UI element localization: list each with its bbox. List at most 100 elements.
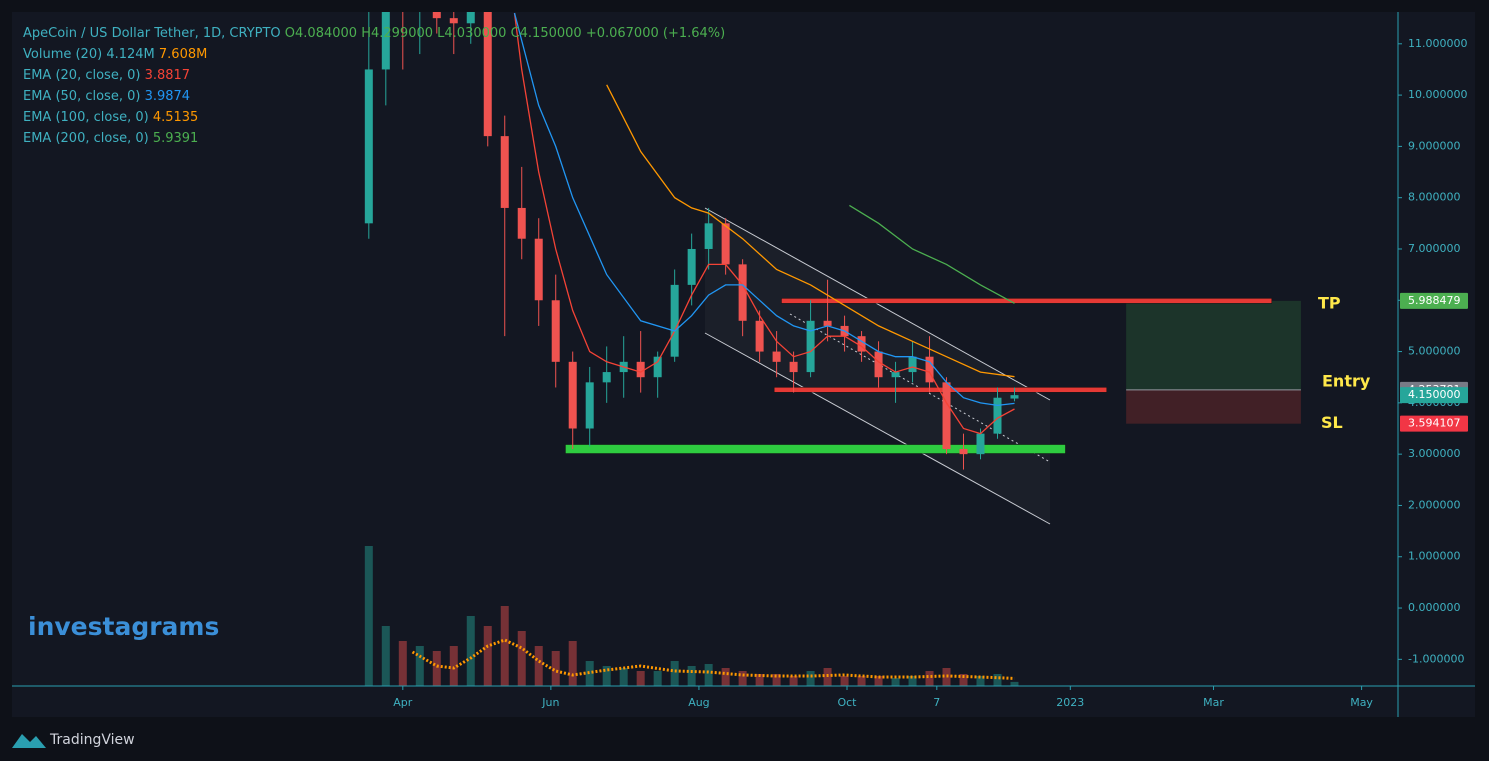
legend-row: EMA (20, close, 0) 3.8817 <box>23 68 190 83</box>
volume-bar <box>959 674 968 686</box>
tp-price-tag-bg <box>1400 292 1468 309</box>
last-price-tag-bg <box>1400 387 1468 404</box>
volume-bar <box>670 661 679 686</box>
candle-body <box>687 248 696 285</box>
candle-body <box>925 356 934 383</box>
tradingview-logo: TradingView <box>12 732 135 748</box>
legend-value: 3.8817 <box>145 68 191 83</box>
candle-body <box>908 356 917 373</box>
y-tick-label: -1.000000 <box>1408 652 1464 665</box>
candle-body <box>381 12 390 70</box>
entry-label: Entry <box>1322 371 1371 390</box>
volume-bar <box>704 664 713 686</box>
y-tick-label: 2.000000 <box>1408 498 1461 511</box>
y-tick-label: 5.000000 <box>1408 345 1461 358</box>
tp-price-tag: 5.988479 <box>1408 294 1461 307</box>
candle-body <box>399 0 407 3</box>
volume-bar <box>415 646 424 686</box>
ohlc-close: C4.150000 <box>511 26 582 41</box>
candle-body <box>568 361 577 429</box>
y-tick-label: 7.000000 <box>1408 242 1461 255</box>
y-tick-label: 1.000000 <box>1408 550 1461 563</box>
volume-bar <box>534 646 543 686</box>
volume-bar <box>840 676 849 686</box>
legend-row: EMA (100, close, 0) 4.5135 <box>23 110 198 125</box>
volume-bar <box>500 606 509 686</box>
sl-price-tag: 3.594107 <box>1408 417 1461 430</box>
volume-bar <box>908 676 917 686</box>
watermark: investagrams <box>28 612 219 641</box>
last-price-tag: 4.150000 <box>1408 388 1461 401</box>
ema-line <box>513 12 1015 407</box>
volume-bar <box>398 641 407 686</box>
drawings <box>565 207 1301 525</box>
candle-body <box>755 320 764 352</box>
legend: ApeCoin / US Dollar Tether, 1D, CRYPTO O… <box>23 26 725 146</box>
volume-bar <box>585 661 594 686</box>
candle-body <box>602 372 611 383</box>
volume-bar <box>619 668 628 686</box>
y-tick-label: 3.000000 <box>1408 447 1461 460</box>
candle-body <box>993 397 1002 434</box>
x-tick-label: Aug <box>688 696 709 709</box>
candle-body <box>959 449 968 455</box>
sl-label: SL <box>1321 413 1343 432</box>
y-tick-label: 8.000000 <box>1408 191 1461 204</box>
logo-icon <box>12 734 46 748</box>
x-tick-label: Mar <box>1203 696 1224 709</box>
volume-bar <box>806 671 815 686</box>
volume-bar <box>687 666 696 686</box>
y-tick-label: 0.000000 <box>1408 601 1461 614</box>
tp-label: TP <box>1318 293 1341 312</box>
candle-body <box>806 320 815 373</box>
legend-name: EMA (50, close, 0) <box>23 89 140 104</box>
candle-body <box>721 223 730 265</box>
candle-body <box>704 223 713 249</box>
candle-body <box>1010 395 1019 399</box>
y-tick-label: 10.000000 <box>1408 88 1468 101</box>
volume-bar <box>483 626 492 686</box>
candle-body <box>653 356 662 378</box>
legend-name: Volume (20) <box>23 47 102 62</box>
candle-body <box>466 12 475 24</box>
legend-name: EMA (20, close, 0) <box>23 68 140 83</box>
support-zone <box>565 444 1066 454</box>
volume-bar <box>364 546 373 686</box>
volume-bar <box>755 674 764 686</box>
candle-body <box>551 300 560 362</box>
y-tick-label: 11.000000 <box>1408 37 1468 50</box>
x-tick-label: 2023 <box>1056 696 1084 709</box>
ohlc-open: O4.084000 <box>285 26 357 41</box>
sl-price-tag-bg <box>1400 415 1468 432</box>
legend-value: 7.608M <box>159 47 207 62</box>
volume-bar <box>1010 681 1019 686</box>
candle-body <box>670 284 679 357</box>
volume-ma <box>411 638 1015 680</box>
candle-body <box>738 264 747 321</box>
candle-body <box>942 382 951 450</box>
candle-body <box>517 207 526 239</box>
plot <box>364 0 1019 686</box>
candle-body <box>874 351 883 378</box>
volume-bar <box>993 674 1002 686</box>
candle-body <box>432 12 441 19</box>
legend-row: ApeCoin / US Dollar Tether, 1D, CRYPTO O… <box>23 26 725 41</box>
candle-body <box>483 12 492 137</box>
volume-bar <box>925 671 934 686</box>
volume-bar <box>449 646 458 686</box>
x-tick-label: Apr <box>393 696 413 709</box>
volume-bar <box>857 676 866 686</box>
volume-bar <box>789 676 798 686</box>
legend-name: EMA (100, close, 0) <box>23 110 149 125</box>
volume-bar <box>891 678 900 686</box>
candle-body <box>416 0 424 3</box>
volume-bar <box>568 641 577 686</box>
volume-bar <box>381 626 390 686</box>
volume-bar <box>517 631 526 686</box>
candle-body <box>500 136 509 208</box>
symbol: ApeCoin / US Dollar Tether, 1D, CRYPTO <box>23 26 281 41</box>
legend-row: EMA (50, close, 0) 3.9874 <box>23 89 190 104</box>
ema-line <box>606 84 1015 378</box>
volume-bar <box>653 671 662 686</box>
